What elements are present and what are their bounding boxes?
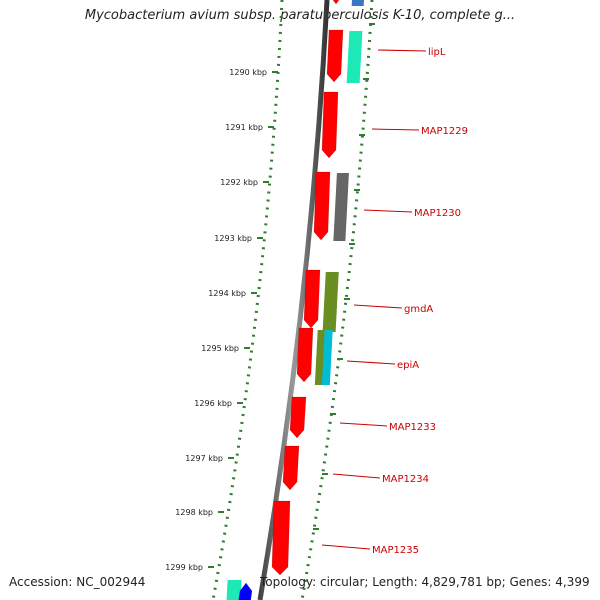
scale-tick-label: 1296 kbp (194, 399, 232, 408)
gene-label-leader (353, 304, 403, 309)
gene-label[interactable]: epiA (397, 360, 419, 371)
gene-label-leader (377, 49, 427, 52)
gene-label-leader (321, 544, 371, 550)
gene-label-leader (371, 128, 420, 131)
gene-label-leader (346, 360, 396, 365)
gene-feature-epiA-cyan[interactable] (321, 330, 333, 385)
gene-label-leader (332, 473, 381, 479)
scale-tick-label: 1298 kbp (175, 508, 213, 517)
gene-label[interactable]: MAP1229 (421, 126, 468, 137)
gene-arrow-bottom-blue[interactable] (238, 582, 253, 600)
gene-label-leader (339, 422, 388, 427)
genome-summary: Topology: circular; Length: 4,829,781 bp… (260, 575, 590, 589)
gene-arrow[interactable] (330, 0, 344, 5)
gene-feature-MAP1230[interactable] (333, 173, 349, 241)
scale-tick-label: 1299 kbp (165, 563, 203, 572)
gene-label[interactable]: MAP1233 (389, 422, 436, 433)
scale-tick-label: 1295 kbp (201, 344, 239, 353)
gene-label[interactable]: MAP1234 (382, 474, 429, 485)
gene-arrow-epiA[interactable] (296, 327, 314, 383)
gene-feature-gmdA[interactable] (322, 272, 339, 332)
gene-arrow-lipL[interactable] (326, 29, 344, 83)
gene-arrow-MAP1233[interactable] (289, 396, 307, 439)
scale-tick-label: 1292 kbp (220, 178, 258, 187)
gene-label[interactable]: MAP1230 (414, 208, 461, 219)
scale-tick-label: 1290 kbp (229, 68, 267, 77)
gene-arrow-gmdA[interactable] (303, 269, 321, 329)
gene-feature-blue[interactable] (351, 0, 365, 6)
gene-arrow-MAP1229[interactable] (321, 91, 339, 159)
accession-label: Accession: NC_002944 (9, 575, 146, 589)
gene-arrow-MAP1230[interactable] (313, 171, 331, 241)
gene-label[interactable]: lipL (428, 47, 446, 58)
scale-tick-label: 1297 kbp (185, 454, 223, 463)
scale-tick-label: 1291 kbp (225, 123, 263, 132)
scale-tick-label: 1294 kbp (208, 289, 246, 298)
gene-label[interactable]: MAP1235 (372, 545, 419, 556)
gene-arrow-MAP1235[interactable] (271, 500, 291, 576)
gene-arrow-MAP1234[interactable] (282, 445, 300, 491)
gene-label[interactable]: gmdA (404, 304, 433, 315)
genome-title: Mycobacterium avium subsp. paratuberculo… (84, 8, 516, 23)
gene-label-leader (363, 209, 413, 213)
scale-tick-label: 1293 kbp (214, 234, 252, 243)
gene-feature-lipL[interactable] (346, 31, 363, 83)
gene-feature-bottom-green[interactable] (226, 580, 242, 600)
scale-dotted-outer (211, 0, 284, 600)
